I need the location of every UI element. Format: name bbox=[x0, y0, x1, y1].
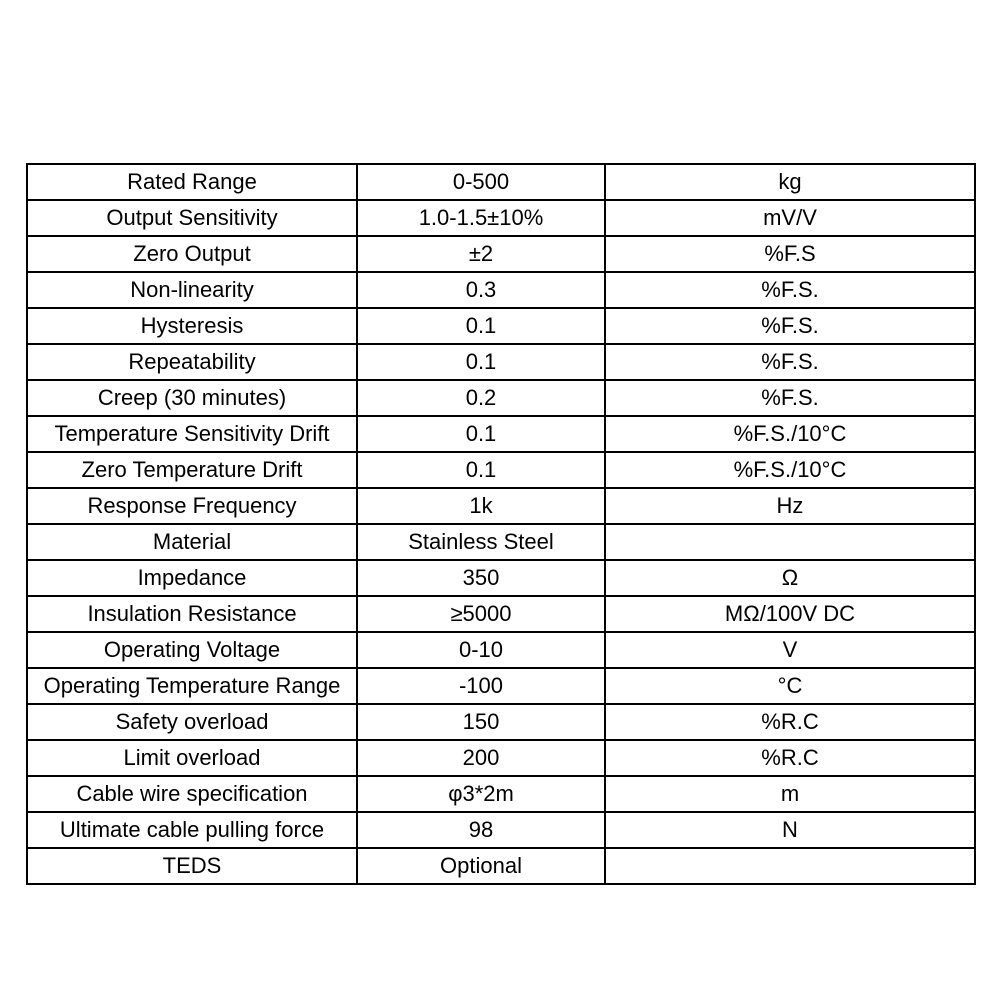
param-cell: Output Sensitivity bbox=[27, 200, 357, 236]
param-cell: Creep (30 minutes) bbox=[27, 380, 357, 416]
param-cell: Temperature Sensitivity Drift bbox=[27, 416, 357, 452]
value-cell: 0.3 bbox=[357, 272, 605, 308]
param-cell: Operating Voltage bbox=[27, 632, 357, 668]
value-cell: Stainless Steel bbox=[357, 524, 605, 560]
table-row: Impedance350Ω bbox=[27, 560, 975, 596]
unit-cell bbox=[605, 848, 975, 884]
table-row: Operating Voltage0-10V bbox=[27, 632, 975, 668]
value-cell: 0-10 bbox=[357, 632, 605, 668]
table-row: Response Frequency1kHz bbox=[27, 488, 975, 524]
unit-cell: %F.S bbox=[605, 236, 975, 272]
unit-cell: mV/V bbox=[605, 200, 975, 236]
table-row: Rated Range0-500kg bbox=[27, 164, 975, 200]
table-row: MaterialStainless Steel bbox=[27, 524, 975, 560]
table-row: Operating Temperature Range-100°C bbox=[27, 668, 975, 704]
param-cell: Limit overload bbox=[27, 740, 357, 776]
param-cell: Impedance bbox=[27, 560, 357, 596]
unit-cell: %F.S. bbox=[605, 380, 975, 416]
param-cell: Hysteresis bbox=[27, 308, 357, 344]
unit-cell: %F.S./10°C bbox=[605, 452, 975, 488]
value-cell: φ3*2m bbox=[357, 776, 605, 812]
unit-cell: Ω bbox=[605, 560, 975, 596]
param-cell: Ultimate cable pulling force bbox=[27, 812, 357, 848]
value-cell: 350 bbox=[357, 560, 605, 596]
unit-cell: %F.S. bbox=[605, 308, 975, 344]
spec-table: Rated Range0-500kg Output Sensitivity1.0… bbox=[26, 163, 976, 885]
param-cell: Insulation Resistance bbox=[27, 596, 357, 632]
table-row: Safety overload150%R.C bbox=[27, 704, 975, 740]
unit-cell: %R.C bbox=[605, 740, 975, 776]
value-cell: 1k bbox=[357, 488, 605, 524]
table-row: Hysteresis0.1%F.S. bbox=[27, 308, 975, 344]
value-cell: 0.1 bbox=[357, 452, 605, 488]
table-row: Zero Output±2%F.S bbox=[27, 236, 975, 272]
value-cell: 150 bbox=[357, 704, 605, 740]
param-cell: Operating Temperature Range bbox=[27, 668, 357, 704]
unit-cell: V bbox=[605, 632, 975, 668]
spec-table-container: Rated Range0-500kg Output Sensitivity1.0… bbox=[26, 163, 974, 885]
param-cell: TEDS bbox=[27, 848, 357, 884]
param-cell: Material bbox=[27, 524, 357, 560]
unit-cell: N bbox=[605, 812, 975, 848]
table-row: Repeatability0.1%F.S. bbox=[27, 344, 975, 380]
table-row: Cable wire specificationφ3*2mm bbox=[27, 776, 975, 812]
param-cell: Repeatability bbox=[27, 344, 357, 380]
spec-table-body: Rated Range0-500kg Output Sensitivity1.0… bbox=[27, 164, 975, 884]
unit-cell: m bbox=[605, 776, 975, 812]
value-cell: Optional bbox=[357, 848, 605, 884]
table-row: Output Sensitivity1.0-1.5±10%mV/V bbox=[27, 200, 975, 236]
value-cell: ±2 bbox=[357, 236, 605, 272]
unit-cell: %R.C bbox=[605, 704, 975, 740]
param-cell: Zero Output bbox=[27, 236, 357, 272]
unit-cell: MΩ/100V DC bbox=[605, 596, 975, 632]
unit-cell: %F.S. bbox=[605, 344, 975, 380]
param-cell: Zero Temperature Drift bbox=[27, 452, 357, 488]
param-cell: Cable wire specification bbox=[27, 776, 357, 812]
table-row: Insulation Resistance≥5000MΩ/100V DC bbox=[27, 596, 975, 632]
unit-cell: kg bbox=[605, 164, 975, 200]
value-cell: -100 bbox=[357, 668, 605, 704]
table-row: Ultimate cable pulling force98N bbox=[27, 812, 975, 848]
table-row: Non-linearity0.3%F.S. bbox=[27, 272, 975, 308]
unit-cell: °C bbox=[605, 668, 975, 704]
unit-cell: Hz bbox=[605, 488, 975, 524]
table-row: Limit overload200%R.C bbox=[27, 740, 975, 776]
param-cell: Safety overload bbox=[27, 704, 357, 740]
table-row: TEDSOptional bbox=[27, 848, 975, 884]
unit-cell: %F.S./10°C bbox=[605, 416, 975, 452]
value-cell: 0.1 bbox=[357, 308, 605, 344]
value-cell: ≥5000 bbox=[357, 596, 605, 632]
value-cell: 0-500 bbox=[357, 164, 605, 200]
value-cell: 1.0-1.5±10% bbox=[357, 200, 605, 236]
param-cell: Non-linearity bbox=[27, 272, 357, 308]
table-row: Temperature Sensitivity Drift0.1%F.S./10… bbox=[27, 416, 975, 452]
value-cell: 0.1 bbox=[357, 416, 605, 452]
unit-cell bbox=[605, 524, 975, 560]
param-cell: Response Frequency bbox=[27, 488, 357, 524]
value-cell: 200 bbox=[357, 740, 605, 776]
table-row: Zero Temperature Drift0.1%F.S./10°C bbox=[27, 452, 975, 488]
param-cell: Rated Range bbox=[27, 164, 357, 200]
value-cell: 98 bbox=[357, 812, 605, 848]
unit-cell: %F.S. bbox=[605, 272, 975, 308]
value-cell: 0.2 bbox=[357, 380, 605, 416]
table-row: Creep (30 minutes)0.2%F.S. bbox=[27, 380, 975, 416]
value-cell: 0.1 bbox=[357, 344, 605, 380]
